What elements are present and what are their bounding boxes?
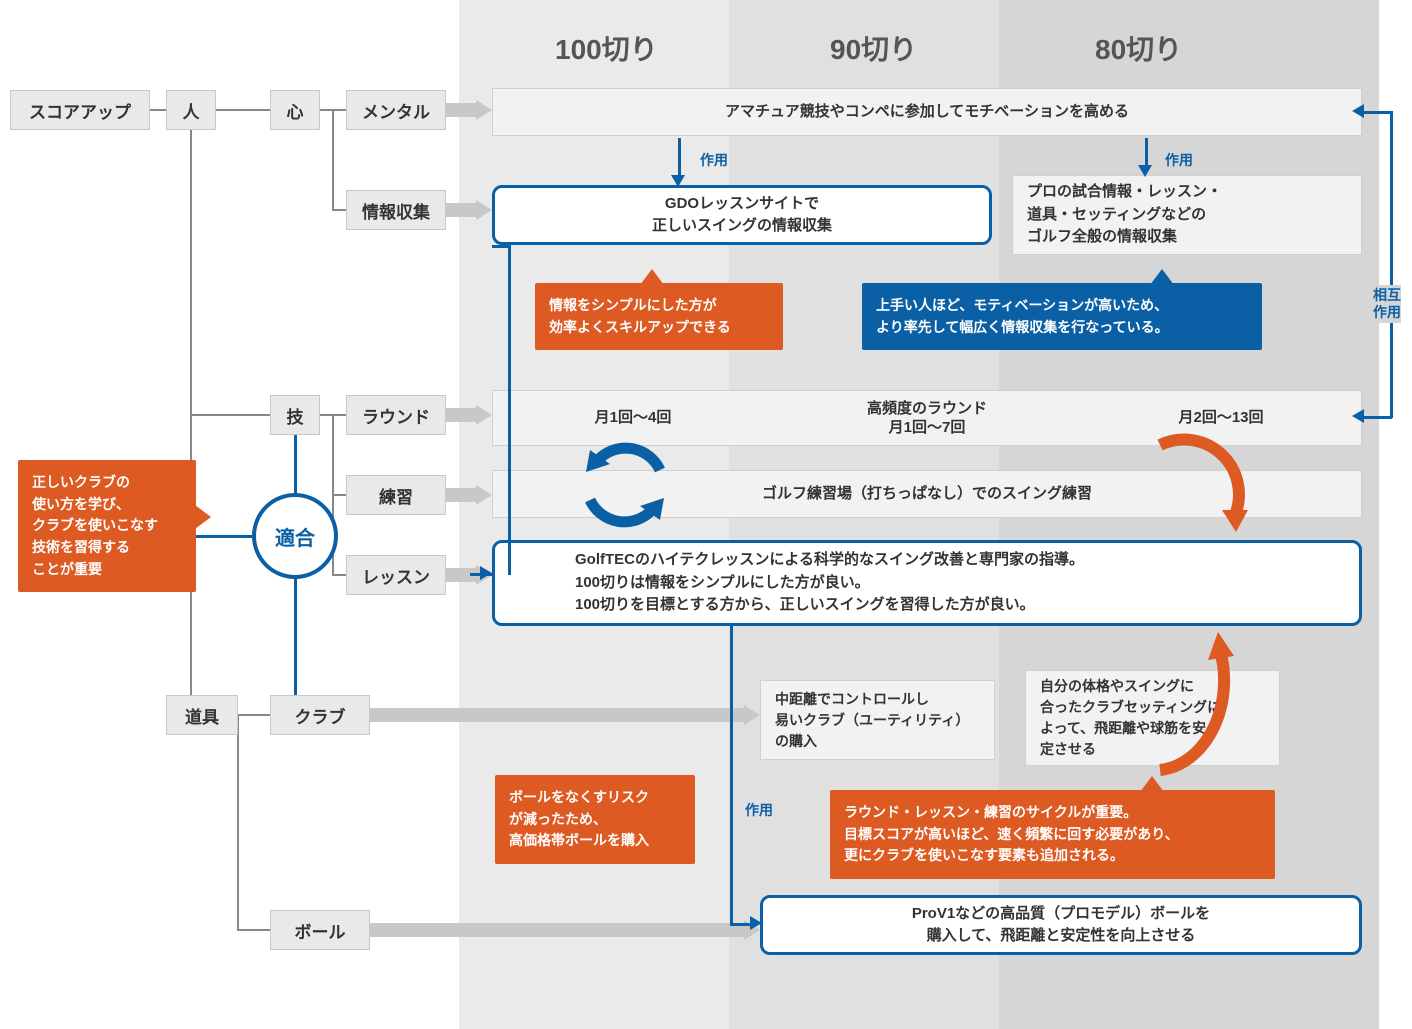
node-skill: 技 — [270, 395, 320, 435]
diagram-canvas: 100切り 90切り 80切り スコアアップ 人 心 技 道具 メンタル 情報収… — [0, 0, 1412, 1029]
callout-club-usage: 正しいクラブの 使い方を学び、 クラブを使いこなす 技術を習得する ことが重要 — [18, 460, 196, 592]
leaf-round: ラウンド — [346, 395, 446, 435]
leader — [446, 408, 476, 422]
callout-cycle: ラウンド・レッスン・練習のサイクルが重要。 目標スコアが高いほど、速く頻繁に回す… — [830, 790, 1275, 879]
callout-info-simple: 情報をシンプルにした方が 効率よくスキルアップできる — [535, 283, 783, 350]
line — [294, 434, 297, 494]
callout-tail — [640, 269, 664, 285]
col-header-80: 80切り — [1095, 28, 1182, 68]
row-ball: ProV1などの高品質（プロモデル）ボールを 購入して、飛距離と安定性を向上させ… — [760, 895, 1362, 955]
round-c1: 月1回～4回 — [533, 407, 733, 430]
round-c2-top: 高頻度のラウンド — [867, 400, 987, 417]
leader — [370, 923, 744, 937]
label-sayou-3: 作用 — [745, 800, 773, 820]
leaf-ball: ボール — [270, 910, 370, 950]
leaf-club: クラブ — [270, 695, 370, 735]
arrow-line — [730, 923, 752, 926]
line — [332, 109, 334, 210]
line — [195, 535, 253, 538]
callout-info-motivation: 上手い人ほど、モティベーションが高いため、 より率先して幅広く情報収集を行なって… — [862, 283, 1262, 350]
callout-tail — [1150, 269, 1174, 285]
leader — [446, 488, 476, 502]
arrow-line — [1145, 138, 1148, 166]
cycle-orange-down-icon — [1140, 430, 1260, 540]
line — [332, 209, 346, 211]
node-person: 人 — [166, 90, 216, 130]
leaf-info: 情報収集 — [346, 190, 446, 230]
arrow-line — [1362, 111, 1392, 114]
arrow-line — [678, 138, 681, 176]
arrow-line — [508, 245, 511, 575]
label-sogo: 相互 作用 — [1373, 285, 1401, 323]
col-header-90: 90切り — [830, 28, 917, 68]
arrow-icon — [480, 566, 492, 580]
arrow-line — [492, 245, 508, 248]
row-info-right: プロの試合情報・レッスン・ 道具・セッティングなどの ゴルフ全般の情報収集 — [1012, 175, 1362, 255]
round-c2: 高頻度のラウンド 月1回～7回 — [807, 399, 1047, 438]
line — [294, 578, 297, 696]
line — [237, 714, 239, 930]
leader — [370, 708, 744, 722]
arrow-icon — [1352, 409, 1364, 423]
line — [237, 929, 270, 931]
arrow-icon — [750, 916, 762, 930]
arrow-line — [1362, 416, 1392, 419]
row-lesson: GolfTECのハイテクレッスンによる科学的なスイング改善と専門家の指導。 10… — [492, 540, 1362, 626]
leader — [446, 203, 476, 217]
arrow-line — [730, 626, 733, 924]
label-sayou-2: 作用 — [1165, 150, 1193, 170]
line — [150, 109, 166, 111]
leaf-mental: メンタル — [346, 90, 446, 130]
arrow-icon — [1138, 165, 1152, 177]
arrow-icon — [671, 175, 685, 187]
callout-tail — [580, 847, 604, 863]
col-header-100: 100切り — [555, 28, 658, 68]
line — [190, 109, 192, 715]
leaf-lesson: レッスン — [346, 555, 446, 595]
line — [332, 494, 346, 496]
label-sayou-1: 作用 — [700, 150, 728, 170]
cycle-blue-icon — [570, 430, 680, 540]
line — [190, 414, 270, 416]
leader — [446, 103, 476, 117]
arrow-line — [1390, 111, 1393, 418]
node-root: スコアアップ — [10, 90, 150, 130]
node-tool: 道具 — [166, 695, 238, 735]
row-club-mid: 中距離でコントロールし 易いクラブ（ユーティリティ） の購入 — [760, 680, 995, 760]
arrow-icon — [476, 100, 492, 120]
cycle-orange-up-icon — [1130, 620, 1250, 780]
line — [332, 574, 346, 576]
round-c3: 月2回～13回 — [1121, 407, 1321, 430]
callout-tail — [195, 505, 211, 529]
arrow-icon — [744, 705, 760, 725]
node-mind: 心 — [270, 90, 320, 130]
arrow-icon — [1352, 104, 1364, 118]
line — [216, 109, 270, 111]
arrow-icon — [476, 405, 492, 425]
arrow-icon — [476, 485, 492, 505]
row-info-left: GDOレッスンサイトで 正しいスイングの情報収集 — [492, 185, 992, 245]
round-c2-bot: 月1回～7回 — [889, 419, 966, 436]
fit-circle: 適合 — [252, 493, 338, 579]
arrow-icon — [476, 200, 492, 220]
leaf-practice: 練習 — [346, 475, 446, 515]
row-mental: アマチュア競技やコンペに参加してモチベーションを高める — [492, 88, 1362, 136]
